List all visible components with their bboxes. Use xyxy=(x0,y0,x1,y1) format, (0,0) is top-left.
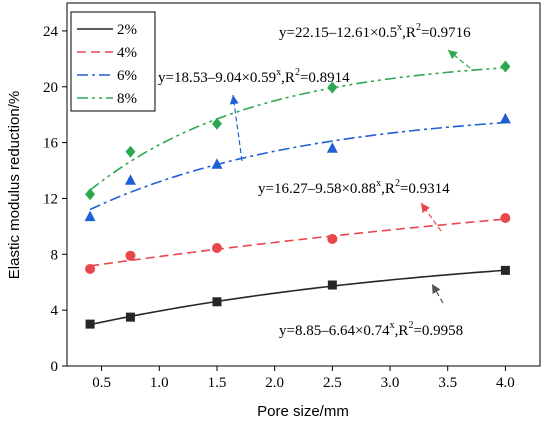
data-point-8pct xyxy=(327,81,338,94)
data-point-4pct xyxy=(500,213,511,224)
x-tick-label: 4.0 xyxy=(496,375,515,391)
y-tick-label: 4 xyxy=(51,303,59,319)
arrow-2pct xyxy=(431,283,444,304)
equation-6pct-value: =0.8914 xyxy=(300,70,350,86)
y-axis-title: Elastic modulus reduction/% xyxy=(6,91,23,279)
equation-4pct-value: =0.9314 xyxy=(400,181,450,197)
fit-curves xyxy=(89,66,506,326)
axis-ticks: 0.5 1.0 1.5 2.0 2.5 3.0 3.5 4.0 0 4 8 12 16 20 24 xyxy=(43,24,515,391)
fit-curve-2pct xyxy=(89,269,506,326)
data-point-2pct xyxy=(212,297,222,307)
fit-curve-4pct xyxy=(89,218,506,267)
data-point-6pct xyxy=(124,174,136,185)
x-tick-label: 1.0 xyxy=(150,375,169,391)
y-tick-label: 24 xyxy=(43,24,59,40)
data-point-2pct xyxy=(125,312,135,322)
arrow-6pct xyxy=(229,94,243,162)
y-tick-label: 20 xyxy=(43,80,58,96)
y-tick-label: 8 xyxy=(51,247,59,263)
equation-6pct-exp: x xyxy=(276,67,281,78)
x-tick-label: 1.5 xyxy=(208,375,227,391)
fit-curve-8pct xyxy=(89,66,506,191)
equation-6pct-r: ,R xyxy=(281,70,295,86)
data-point-6pct xyxy=(499,112,511,124)
data-point-2pct xyxy=(327,280,337,290)
x-tick-label: 3.0 xyxy=(381,375,400,391)
data-point-8pct xyxy=(211,117,222,130)
equation-8pct-exp: x xyxy=(397,22,402,33)
legend-label-8pct: 8% xyxy=(117,91,137,107)
data-point-8pct xyxy=(125,145,136,158)
y-tick-label: 0 xyxy=(51,359,59,375)
x-tick-label: 2.5 xyxy=(323,375,342,391)
equation-4pct: y=16.27–9.58×0.88x,R2=0.9314 xyxy=(258,178,450,197)
data-point-8pct xyxy=(85,188,96,201)
x-axis-title: Pore size/mm xyxy=(257,403,349,420)
arrow-2pct-head xyxy=(432,284,441,295)
y-tick-label: 16 xyxy=(43,136,59,152)
equation-6pct-r2: 2 xyxy=(295,67,300,78)
equation-6pct: y=18.53–9.04×0.59x,R2=0.8914 xyxy=(158,67,350,86)
equation-8pct-body: y=22.15–12.61×0.5 xyxy=(279,25,397,41)
x-tick-label: 2.0 xyxy=(265,375,284,391)
data-point-2pct xyxy=(85,319,95,329)
equation-8pct-value: =0.9716 xyxy=(421,25,471,41)
equation-2pct-exp: x xyxy=(390,320,395,331)
equation-4pct-body: y=16.27–9.58×0.88 xyxy=(258,181,376,197)
data-point-6pct xyxy=(211,158,223,169)
legend-label-6pct: 6% xyxy=(117,68,137,84)
data-point-4pct xyxy=(327,233,338,244)
arrow-6pct-shaft xyxy=(232,94,243,162)
equation-6pct-body: y=18.53–9.04×0.59 xyxy=(158,70,276,86)
data-point-4pct xyxy=(125,250,136,261)
x-tick-label: 0.5 xyxy=(92,375,111,391)
annotation-arrows xyxy=(229,49,471,304)
arrow-8pct-head xyxy=(448,50,458,60)
data-point-6pct xyxy=(326,142,338,153)
equation-4pct-exp: x xyxy=(376,178,381,189)
plot-frame xyxy=(66,2,541,367)
fit-equations: y=22.15–12.61×0.5x,R2=0.9716 y=18.53–9.0… xyxy=(158,22,471,339)
legend-label-2pct: 2% xyxy=(117,22,137,38)
plot-area xyxy=(66,2,541,367)
equation-2pct-body: y=8.85–6.64×0.74 xyxy=(279,323,390,339)
equation-4pct-r: ,R xyxy=(381,181,395,197)
legend-label-4pct: 4% xyxy=(117,45,137,61)
legend-box xyxy=(70,11,156,112)
equation-8pct-r2: 2 xyxy=(416,22,421,33)
equation-2pct-r: ,R xyxy=(395,323,409,339)
equation-4pct-r2: 2 xyxy=(395,178,400,189)
equation-2pct-value: =0.9958 xyxy=(413,323,463,339)
equation-2pct-r2: 2 xyxy=(408,320,413,331)
arrow-4pct xyxy=(420,202,442,232)
equation-2pct: y=8.85–6.64×0.74x,R2=0.9958 xyxy=(279,320,463,339)
data-markers xyxy=(84,60,511,329)
fit-curve-6pct xyxy=(89,121,506,211)
legend: 2% 4% 6% 8% xyxy=(70,11,156,112)
arrow-6pct-head xyxy=(229,95,239,105)
data-point-4pct xyxy=(211,243,222,254)
y-tick-label: 12 xyxy=(43,191,58,207)
equation-8pct: y=22.15–12.61×0.5x,R2=0.9716 xyxy=(279,22,471,41)
data-point-6pct xyxy=(84,210,96,222)
arrow-8pct-shaft xyxy=(447,49,471,69)
arrow-4pct-head xyxy=(421,203,430,213)
arrow-8pct xyxy=(447,49,471,69)
x-tick-label: 3.5 xyxy=(438,375,457,391)
data-point-2pct xyxy=(500,265,510,275)
data-point-8pct xyxy=(500,60,511,73)
data-point-4pct xyxy=(85,263,96,274)
equation-8pct-r: ,R xyxy=(402,25,416,41)
